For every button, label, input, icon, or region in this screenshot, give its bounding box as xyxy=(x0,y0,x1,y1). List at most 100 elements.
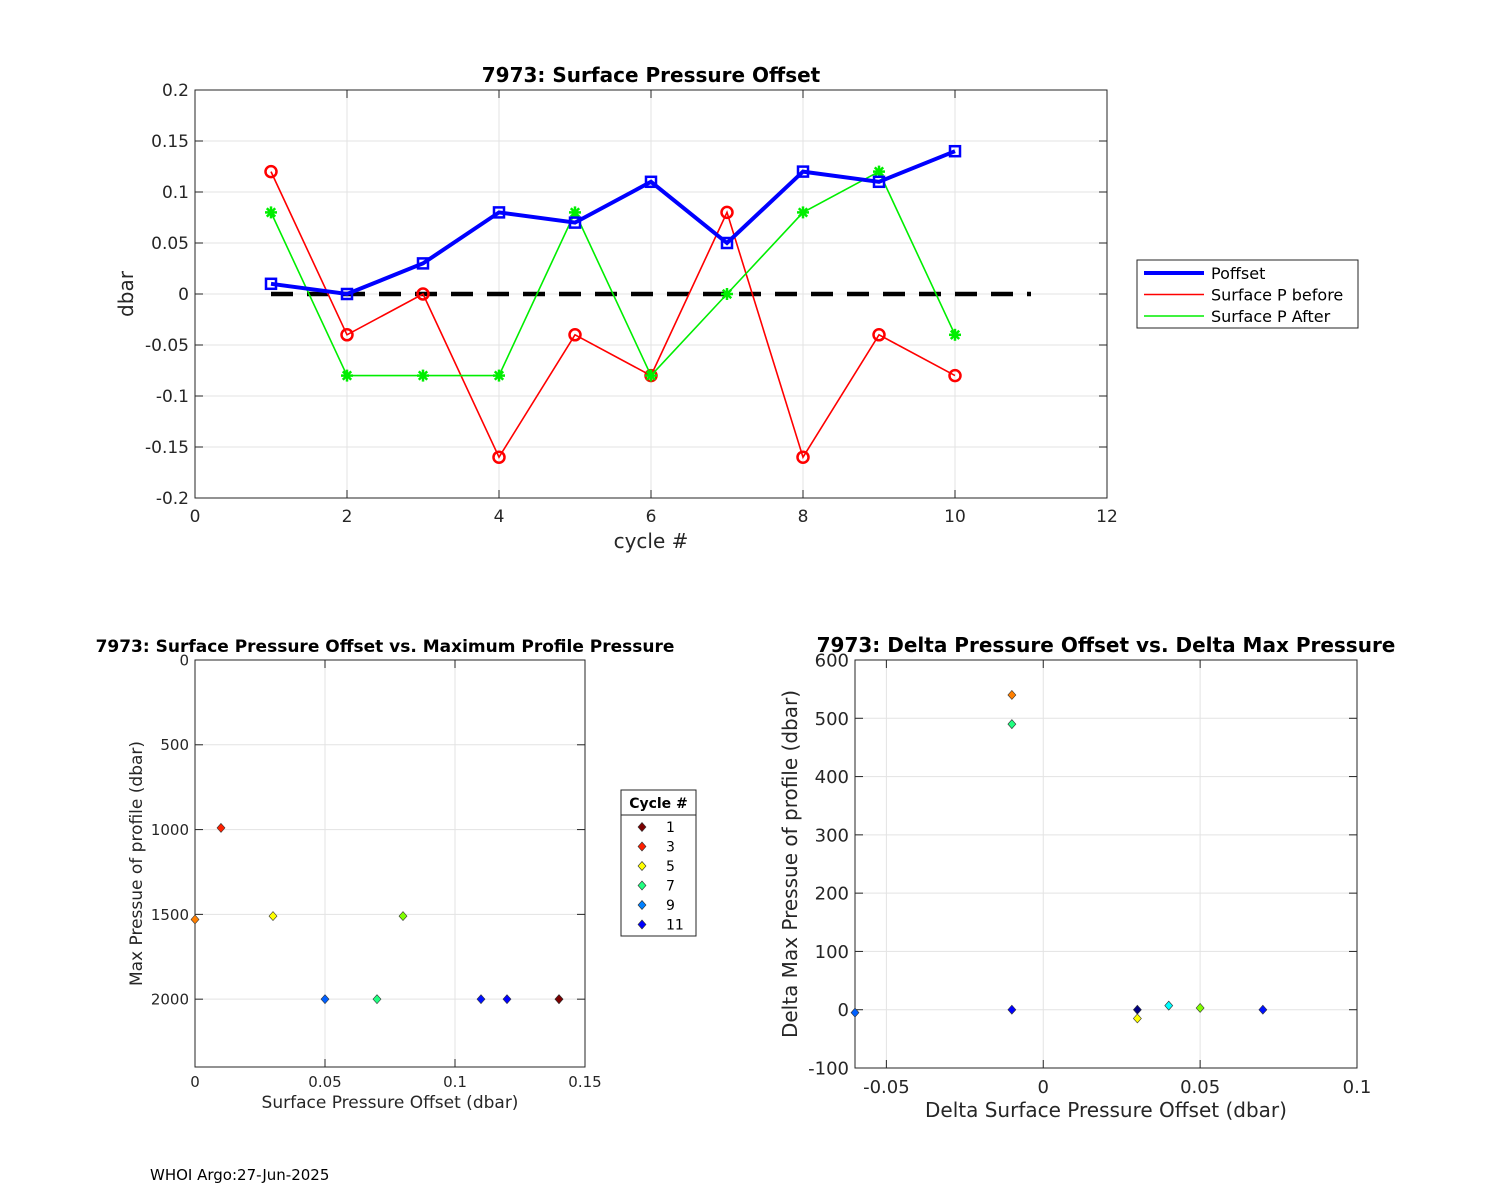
axes-frame xyxy=(194,89,1108,499)
footer-credit: WHOI Argo:27-Jun-2025 xyxy=(150,1166,330,1184)
y-tick-label: 0.2 xyxy=(162,81,189,101)
legend-label: Surface P before xyxy=(1211,286,1343,305)
legend-label: 9 xyxy=(666,898,675,914)
series-point xyxy=(949,328,961,341)
data-point xyxy=(476,994,486,1005)
x-tick-label: 4 xyxy=(494,507,505,527)
data-point xyxy=(320,994,330,1005)
y-tick-label: 1500 xyxy=(151,906,189,924)
series-point xyxy=(721,288,733,300)
series-point xyxy=(872,328,886,342)
y-tick-label: 300 xyxy=(815,825,849,846)
chart-title: 7973: Surface Pressure Offset vs. Maximu… xyxy=(96,637,675,657)
legend-label: Poffset xyxy=(1211,264,1265,283)
y-tick-label: 0.15 xyxy=(151,132,189,152)
series-point xyxy=(264,164,278,179)
y-tick-label: 0 xyxy=(178,285,189,305)
x-tick-label: 10 xyxy=(944,507,966,527)
series-point xyxy=(873,165,885,178)
series-point xyxy=(492,450,506,464)
series-point xyxy=(264,277,278,291)
legend-label: 11 xyxy=(666,918,684,934)
y-tick-label: -0.05 xyxy=(145,336,189,356)
data-point xyxy=(1164,1000,1174,1011)
series-point xyxy=(796,165,810,178)
axes-frame xyxy=(854,659,1358,1069)
data-point xyxy=(1007,1004,1017,1015)
series-line-poffset xyxy=(270,149,956,297)
data-point xyxy=(502,994,512,1005)
series-point xyxy=(265,206,277,219)
x-axis-label: cycle # xyxy=(614,529,689,553)
x-tick-label: 8 xyxy=(798,507,809,527)
data-point xyxy=(1132,1013,1142,1024)
series-line-surface-p-before xyxy=(270,171,956,460)
series-point xyxy=(568,216,582,229)
offset-vs-max-pressure-chart: 0 0.05 0.1 0.15 0 500 1000 1500 2000 7973: Surfac… xyxy=(96,637,697,1113)
x-tick-label: 0 xyxy=(190,507,201,527)
x-tick-label: 6 xyxy=(646,507,657,527)
series-point xyxy=(644,175,658,189)
legend-label: 5 xyxy=(666,859,675,875)
legend-box xyxy=(620,789,697,937)
data-point xyxy=(1007,690,1017,700)
series-point xyxy=(417,369,429,382)
y-axis-label: Max Pressue of profile (dbar) xyxy=(127,741,147,986)
legend-marker xyxy=(637,841,647,852)
legend-label: Surface P After xyxy=(1211,307,1331,326)
x-axis-label: Surface Pressure Offset (dbar) xyxy=(262,1093,519,1113)
legend-marker xyxy=(637,900,647,910)
series-point xyxy=(568,328,582,342)
data-point xyxy=(1007,719,1017,730)
y-tick-label: 0 xyxy=(838,1000,849,1021)
y-tick-label: 2000 xyxy=(151,991,189,1009)
data-point xyxy=(372,994,382,1005)
y-tick-label: -0.15 xyxy=(145,438,189,458)
y-tick-label: 500 xyxy=(815,709,849,730)
x-tick-label: 12 xyxy=(1096,507,1118,527)
x-tick-label: 0 xyxy=(1038,1077,1049,1098)
legend-marker xyxy=(637,822,647,832)
y-tick-label: 0 xyxy=(179,651,189,669)
series-point xyxy=(797,206,809,219)
x-tick-label: 0.1 xyxy=(443,1073,467,1091)
y-tick-label: 200 xyxy=(815,884,849,905)
y-tick-label: -100 xyxy=(808,1058,849,1079)
data-point xyxy=(1195,1003,1205,1013)
delta-offset-vs-delta-pressure-chart: -0.05 0 0.05 0.1 -100 0 100 200 300 400 500 6007973… xyxy=(778,633,1395,1122)
y-tick-label: 400 xyxy=(815,767,849,788)
data-point xyxy=(554,994,564,1005)
x-axis-label: Delta Surface Pressure Offset (dbar) xyxy=(925,1098,1287,1122)
series-point xyxy=(341,369,353,382)
y-tick-label: -0.2 xyxy=(156,489,189,509)
series-point xyxy=(720,236,734,250)
legend-marker xyxy=(637,880,647,891)
x-tick-label: 0.15 xyxy=(568,1073,601,1091)
series-point xyxy=(416,257,430,270)
axes-frame xyxy=(194,659,586,1068)
x-tick-label: -0.05 xyxy=(863,1077,910,1098)
series-point xyxy=(720,205,734,220)
y-tick-label: 500 xyxy=(160,736,189,754)
series-point xyxy=(948,368,962,383)
x-tick-label: 0.05 xyxy=(308,1073,341,1091)
series-point xyxy=(645,369,657,382)
x-tick-label: 0.05 xyxy=(1180,1077,1220,1098)
series-point xyxy=(948,144,962,158)
legend-label: 3 xyxy=(666,840,675,856)
series-point xyxy=(493,369,505,382)
chart-title: 7973: Delta Pressure Offset vs. Delta Ma… xyxy=(817,633,1396,657)
chart-title: 7973: Surface Pressure Offset xyxy=(482,63,821,87)
x-tick-label: 0.1 xyxy=(1343,1077,1372,1098)
plot-area xyxy=(195,660,585,1067)
series-point xyxy=(796,450,810,464)
y-tick-label: 0.05 xyxy=(151,234,189,254)
plot-area xyxy=(855,660,1357,1068)
series-point xyxy=(340,328,354,342)
legend-title: Cycle # xyxy=(629,796,688,812)
data-point xyxy=(216,822,226,833)
x-tick-label: 0 xyxy=(190,1073,200,1091)
legend-marker xyxy=(637,919,647,930)
y-tick-label: -0.1 xyxy=(156,387,189,407)
